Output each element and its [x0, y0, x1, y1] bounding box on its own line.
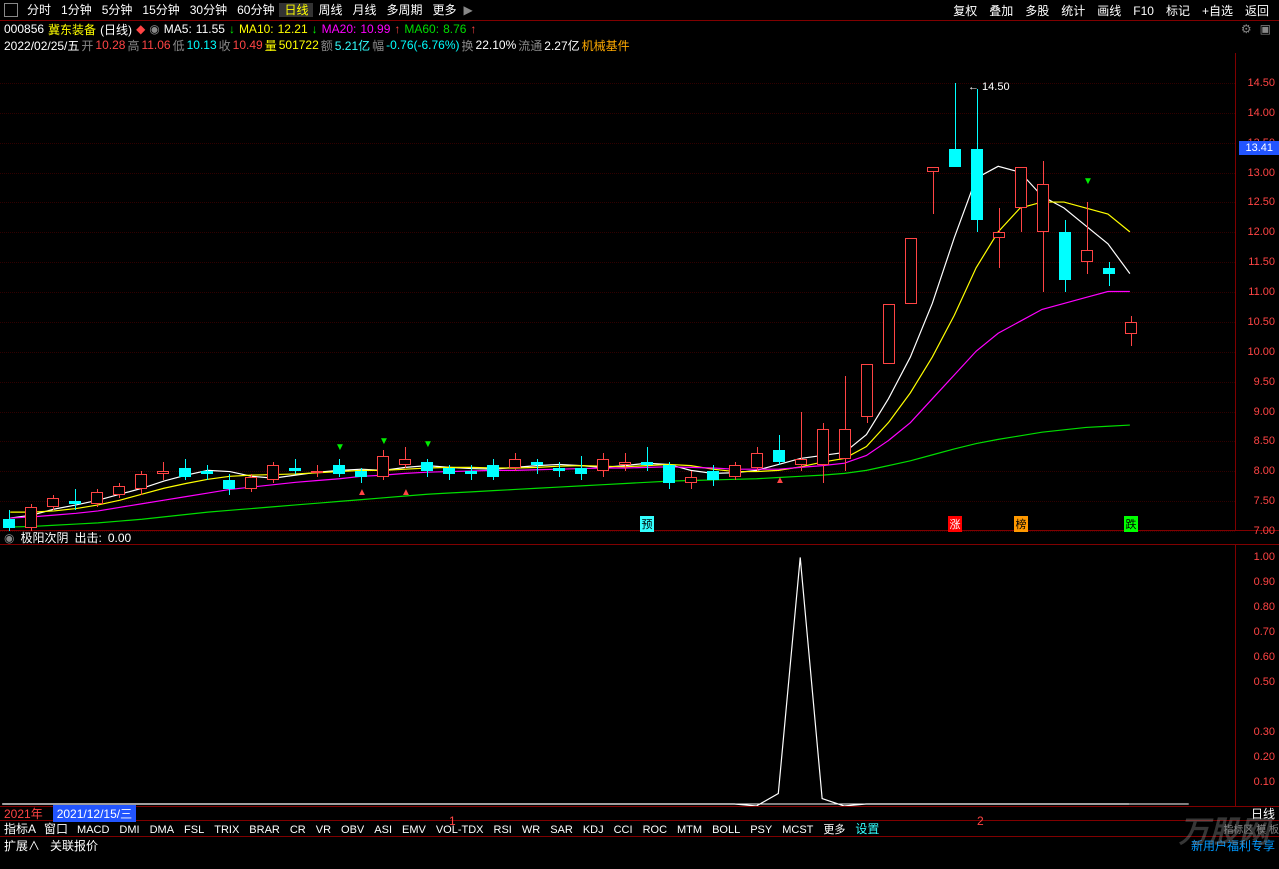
- timeframe-多周期[interactable]: 多周期: [382, 3, 428, 17]
- indicator-tab-WR[interactable]: WR: [517, 824, 545, 836]
- indicator-tab-DMI[interactable]: DMI: [114, 824, 144, 836]
- stock-name: 冀东装备: [48, 21, 96, 38]
- toolbtn-多股[interactable]: 多股: [1019, 4, 1055, 18]
- timeframe-15分钟[interactable]: 15分钟: [137, 3, 184, 17]
- toolbtn-标记[interactable]: 标记: [1160, 4, 1196, 18]
- up-indicator: ◆: [136, 22, 145, 36]
- options-icon[interactable]: ⚙: [1241, 22, 1252, 36]
- settings-button[interactable]: 设置: [850, 820, 884, 837]
- toolbtn-叠加[interactable]: 叠加: [983, 4, 1019, 18]
- signal-arrow: ▲: [775, 475, 785, 486]
- timeline-bar: 2021年 2021/12/15/三 12 日线: [0, 807, 1279, 821]
- indicator-tab-KDJ[interactable]: KDJ: [578, 824, 609, 836]
- restore-icon[interactable]: ▣: [1260, 22, 1271, 36]
- indicator-tab-DMA[interactable]: DMA: [145, 824, 179, 836]
- indicator-tab-OBV[interactable]: OBV: [336, 824, 369, 836]
- indicator-tab-VOL-TDX[interactable]: VOL-TDX: [431, 824, 489, 836]
- indicator-tab-ASI[interactable]: ASI: [369, 824, 397, 836]
- timeframe-30分钟[interactable]: 30分钟: [185, 3, 232, 17]
- status-bar: 扩展∧关联报价 新用户福利专享: [0, 837, 1279, 853]
- signal-arrow: ▼: [423, 439, 433, 450]
- app-icon: [4, 3, 18, 17]
- indicator-tab-PSY[interactable]: PSY: [745, 824, 777, 836]
- kline-type: (日线): [100, 21, 132, 38]
- toolbtn-+自选[interactable]: +自选: [1196, 4, 1239, 18]
- indicator-tab-ROC[interactable]: ROC: [638, 824, 672, 836]
- indicator-tab-MCST[interactable]: MCST: [777, 824, 818, 836]
- stock-code: 000856: [4, 22, 44, 36]
- sub-indicator-header: ◉ 极阳次阴 出击: 0.00: [0, 531, 1279, 545]
- timeframe-更多[interactable]: 更多: [428, 3, 462, 17]
- toolbtn-返回[interactable]: 返回: [1239, 4, 1275, 18]
- indicator-tab-MACD[interactable]: MACD: [72, 824, 114, 836]
- timeframe-5分钟[interactable]: 5分钟: [97, 3, 138, 17]
- indicator-tab-MTM[interactable]: MTM: [672, 824, 707, 836]
- timeline-date: 2021/12/15/三: [53, 805, 136, 822]
- timeframe-1分钟[interactable]: 1分钟: [56, 3, 97, 17]
- bottom-btn[interactable]: 扩展∧: [4, 839, 40, 853]
- event-mark[interactable]: 榜: [1014, 516, 1028, 532]
- event-mark[interactable]: 涨: [948, 516, 962, 532]
- indicator-tab-EMV[interactable]: EMV: [397, 824, 431, 836]
- watermark: 万股网: [1179, 807, 1269, 851]
- timeframe-周线[interactable]: 周线: [313, 3, 347, 17]
- toolbtn-复权[interactable]: 复权: [947, 4, 983, 18]
- sub-chart[interactable]: 0.100.200.300.500.600.700.800.901.00: [0, 545, 1279, 807]
- stock-info-line-2: 2022/02/25/五 开10.28 高11.06 低10.13 收10.49…: [0, 37, 1279, 53]
- timeline-year: 2021年: [4, 805, 43, 822]
- stock-info-line-1: 000856 冀东装备 (日线) ◆ ◉ MA5:11.55↓ MA10:12.…: [0, 21, 1279, 37]
- indicator-tab-VR[interactable]: VR: [311, 824, 336, 836]
- indicator-tabs: 指标A 窗口 MACDDMIDMAFSLTRIXBRARCRVROBVASIEM…: [0, 821, 1279, 837]
- signal-arrow: ▼: [1083, 176, 1093, 187]
- indicator-tab-BRAR[interactable]: BRAR: [244, 824, 285, 836]
- last-price-tag: 13.41: [1239, 141, 1279, 155]
- signal-arrow: ▼: [379, 436, 389, 447]
- toolbtn-统计[interactable]: 统计: [1055, 4, 1091, 18]
- indicator-tab-SAR[interactable]: SAR: [545, 824, 578, 836]
- indicator-tab-BOLL[interactable]: BOLL: [707, 824, 745, 836]
- window-button[interactable]: 窗口: [40, 820, 72, 837]
- toolbtn-F10[interactable]: F10: [1127, 4, 1160, 18]
- main-chart[interactable]: ▼▼▼▲▲▲▼ 7.007.508.008.509.009.5010.0010.…: [0, 53, 1279, 531]
- timeframe-toolbar: 分时1分钟5分钟15分钟30分钟60分钟日线周线月线多周期更多 ▶ 复权叠加多股…: [0, 0, 1279, 21]
- signal-arrow: ▲: [357, 487, 367, 498]
- sep-icon: ◉: [149, 22, 159, 36]
- timeframe-日线[interactable]: 日线: [279, 3, 313, 17]
- bottom-btn[interactable]: 关联报价: [50, 839, 98, 853]
- timeline-mark: 2: [977, 814, 984, 828]
- signal-arrow: ▲: [401, 487, 411, 498]
- indicator-tab-CR[interactable]: CR: [285, 824, 311, 836]
- timeframe-分时[interactable]: 分时: [22, 3, 56, 17]
- event-mark[interactable]: 预: [640, 516, 654, 532]
- timeframe-60分钟[interactable]: 60分钟: [232, 3, 279, 17]
- indicator-label[interactable]: 指标A: [0, 820, 40, 837]
- indicator-tab-更多[interactable]: 更多: [818, 824, 850, 836]
- toolbtn-画线[interactable]: 画线: [1091, 4, 1127, 18]
- timeline-mark: 1: [449, 814, 456, 828]
- peak-price-label: ← 14.50: [968, 81, 1010, 93]
- indicator-tab-CCI[interactable]: CCI: [609, 824, 638, 836]
- signal-arrow: ▼: [335, 442, 345, 453]
- indicator-tab-FSL[interactable]: FSL: [179, 824, 209, 836]
- indicator-tab-RSI[interactable]: RSI: [489, 824, 517, 836]
- collapse-icon[interactable]: ◉: [4, 531, 14, 545]
- event-mark[interactable]: 跌: [1124, 516, 1138, 532]
- indicator-tab-TRIX[interactable]: TRIX: [209, 824, 244, 836]
- timeframe-月线[interactable]: 月线: [348, 3, 382, 17]
